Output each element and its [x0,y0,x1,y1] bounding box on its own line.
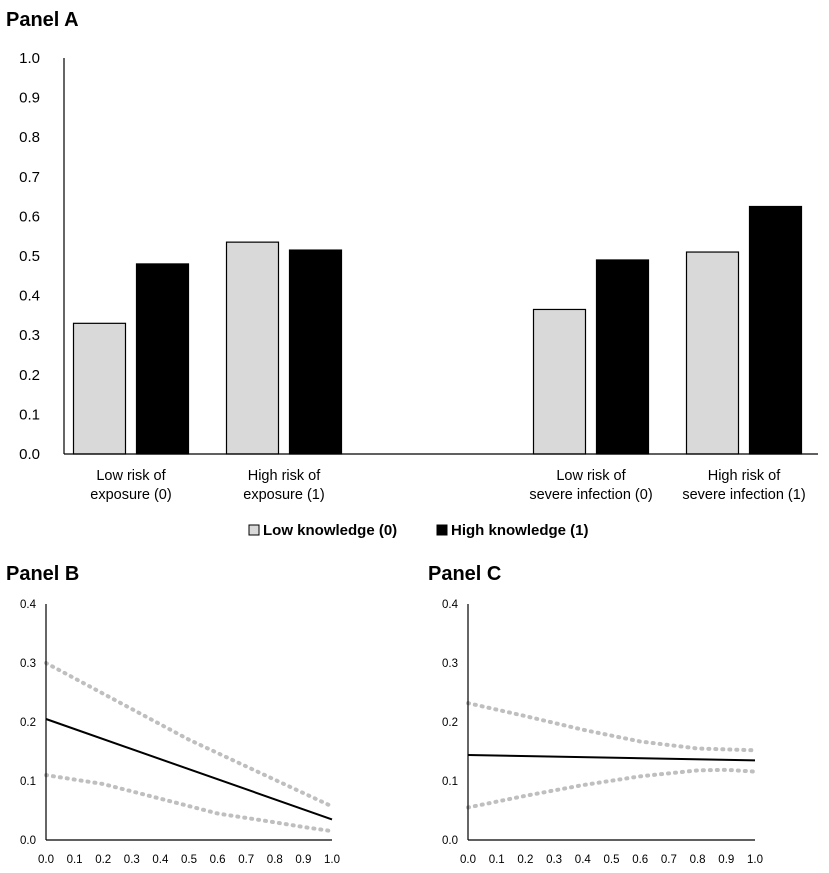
panel-a-legend: Low knowledge (0) High knowledge (1) [248,522,589,539]
x-tick-label: 0.0 [38,854,54,866]
bar-low-knowledge [72,322,127,455]
y-tick-label: 0.9 [19,90,40,107]
panel-c-title: Panel C [428,563,501,585]
panel-b-y-tick-labels: 0.0 0.1 0.2 0.3 0.4 [20,599,37,847]
y-tick-label: 0.3 [20,658,36,670]
panel-a-title: Panel A [6,9,79,31]
y-tick-label: 0.0 [442,835,458,847]
x-tick-label: 0.5 [604,854,620,866]
x-tick-label: 0.0 [460,854,476,866]
panel-a-y-tick-labels: 0.0 0.1 0.2 0.3 0.4 0.5 0.6 0.7 0.8 0.9 1.0 [19,50,40,463]
lower-ci-line [466,767,757,810]
x-tick-label: 1.0 [747,854,763,866]
y-tick-label: 0.3 [19,327,40,344]
x-tick-label: 0.2 [95,854,111,866]
y-tick-label: 0.4 [19,288,40,305]
y-tick-label: 0.7 [19,169,40,186]
x-tick-label: 0.7 [238,854,254,866]
category-label: severe infection (1) [682,487,805,503]
y-tick-label: 0.3 [442,658,458,670]
x-tick-label: 0.6 [632,854,648,866]
panel-a-category-labels: Low risk of exposure (0) High risk of ex… [90,468,805,503]
upper-ci-line [466,701,757,753]
x-tick-label: 1.0 [324,854,340,866]
panel-a: Panel A 0.0 0.1 0.2 0.3 0.4 0.5 0.6 0.7 0.8 0.9 1.… [6,9,818,539]
x-tick-label: 0.5 [181,854,197,866]
panel-b-x-tick-labels: 0.0 0.1 0.2 0.3 0.4 0.5 0.6 0.7 0.8 0.9 1.0 [38,854,340,866]
x-tick-label: 0.3 [124,854,140,866]
legend-swatch-low-knowledge [248,524,260,536]
y-tick-label: 0.2 [442,717,458,729]
bar-high-knowledge [748,205,803,455]
x-tick-label: 0.8 [267,854,283,866]
legend-label-low-knowledge: Low knowledge (0) [263,522,397,539]
category-label: exposure (0) [90,487,171,503]
x-tick-label: 0.1 [67,854,83,866]
panel-c-lines [466,701,757,810]
panel-c-y-tick-labels: 0.0 0.1 0.2 0.3 0.4 [442,599,459,847]
panel-c-x-tick-labels: 0.0 0.1 0.2 0.3 0.4 0.5 0.6 0.7 0.8 0.9 1.0 [460,854,763,866]
bar-low-knowledge [685,251,740,455]
y-tick-label: 0.1 [20,776,36,788]
panel-b-title: Panel B [6,563,79,585]
category-label: exposure (1) [243,487,324,503]
y-tick-label: 0.5 [19,248,40,265]
x-tick-label: 0.7 [661,854,677,866]
x-tick-label: 0.8 [690,854,706,866]
bar-high-knowledge [288,249,343,455]
x-tick-label: 0.4 [152,854,169,866]
estimate-line [45,718,333,821]
y-tick-label: 0.2 [20,717,36,729]
x-tick-label: 0.1 [489,854,505,866]
y-tick-label: 0.0 [19,446,40,463]
bar-high-knowledge [595,259,650,455]
y-tick-label: 0.4 [20,599,37,611]
y-tick-label: 1.0 [19,50,40,67]
estimate-line [467,754,756,762]
panel-b-lines [44,661,334,834]
category-label: Low risk of [556,468,626,484]
panel-c: Panel C 0.00.10.20.30.4 0.0 0.1 0.2 0.3 0.4 0… [428,563,763,866]
y-tick-label: 0.8 [19,129,40,146]
panel-a-bars [72,205,803,455]
x-tick-label: 0.3 [546,854,562,866]
bar-low-knowledge [532,308,587,455]
y-tick-label: 0.4 [442,599,459,611]
upper-ci-line [44,661,334,809]
y-tick-label: 0.2 [19,367,40,384]
legend-swatch-high-knowledge [436,524,448,536]
category-label: Low risk of [96,468,166,484]
y-tick-label: 0.6 [19,208,40,225]
y-tick-label: 0.1 [442,776,458,788]
panel-b: Panel B 0.00.10.20.30.4 0.0 0.1 0.2 0.3 0.4 0… [6,563,340,866]
legend-label-high-knowledge: High knowledge (1) [451,522,589,539]
y-tick-label: 0.0 [20,835,36,847]
bar-low-knowledge [225,241,280,455]
category-label: High risk of [248,468,321,484]
x-tick-label: 0.2 [517,854,533,866]
category-label: severe infection (0) [529,487,652,503]
x-tick-label: 0.9 [718,854,734,866]
y-tick-label: 0.1 [19,406,40,423]
x-tick-label: 0.4 [575,854,592,866]
category-label: High risk of [708,468,781,484]
x-tick-label: 0.6 [210,854,226,866]
lower-ci-line [44,773,334,834]
bar-high-knowledge [135,263,190,455]
x-tick-label: 0.9 [295,854,311,866]
